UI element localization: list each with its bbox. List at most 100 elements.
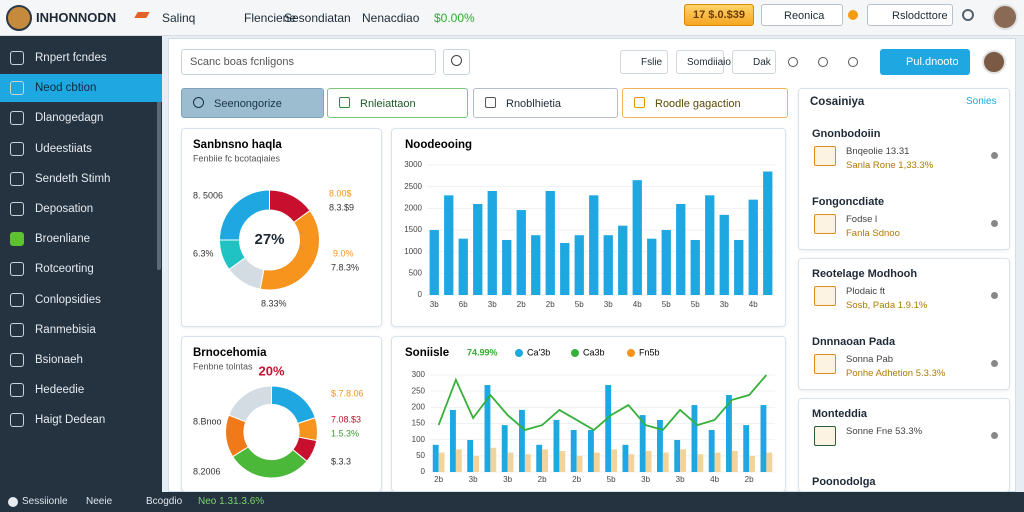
donut-label: 8.00$	[329, 188, 352, 198]
avatar[interactable]	[982, 50, 1006, 74]
search-box[interactable]	[181, 49, 436, 75]
bar	[691, 405, 698, 472]
sidebar-icon	[10, 171, 24, 186]
item-line: Plodaic ft	[846, 286, 886, 297]
bar	[570, 429, 577, 472]
bar	[690, 239, 700, 295]
sidebar-item[interactable]: Bsionaeh	[35, 354, 83, 366]
toolbar-icon[interactable]	[818, 57, 828, 67]
x-tick-label: 2b	[546, 300, 555, 309]
ticker: $0.00%	[434, 11, 475, 25]
nav-item[interactable]: Sesondiatan	[284, 11, 351, 25]
x-tick-label: 3b	[676, 475, 685, 484]
bar	[502, 239, 512, 295]
sidebar-item[interactable]: Ranmebisia	[35, 323, 96, 336]
x-tick-label: 2b	[538, 475, 547, 484]
y-tick-label: 500	[409, 268, 423, 277]
bar	[734, 239, 744, 295]
sidebar-item[interactable]: Dlanogedagn	[35, 112, 104, 125]
x-tick-label: 5b	[575, 300, 584, 309]
bar	[657, 419, 663, 472]
legend-label: Ca3b	[583, 347, 605, 357]
filter[interactable]: Seenongorize	[181, 88, 324, 118]
chart-title: Brnocehomia	[193, 347, 267, 359]
bar	[593, 452, 600, 472]
donut-label: 1.5.3%	[331, 428, 359, 438]
bar	[763, 171, 773, 295]
filter-icon	[634, 97, 645, 108]
nav-item[interactable]: Flenciene	[244, 11, 297, 25]
sidebar-item[interactable]: Conlopsidies	[35, 293, 101, 306]
toolbar-button[interactable]: Somdiiaio	[676, 50, 731, 74]
sidebar-icon	[10, 202, 24, 216]
bar	[639, 415, 646, 472]
nav-item[interactable]: Nenacdiao	[362, 11, 420, 25]
sidebar-item[interactable]: Sendeth Stimh	[35, 172, 111, 185]
legend-swatch	[515, 349, 523, 357]
bar	[749, 455, 755, 472]
item-thumb	[814, 146, 836, 166]
item-action[interactable]	[991, 152, 998, 159]
scrollbar	[157, 100, 161, 270]
bar	[574, 235, 584, 295]
sidebar-item[interactable]: Deposation	[35, 203, 94, 215]
bar	[676, 204, 686, 295]
y-tick-label: 250	[412, 386, 426, 395]
dropdown[interactable]: Rslodcttore	[867, 4, 953, 26]
x-tick-label: 2b	[434, 475, 443, 484]
x-tick-label: 4b	[710, 475, 719, 484]
filter[interactable]: Roodle gagaction	[622, 88, 788, 118]
bar	[647, 238, 657, 295]
section-title: Reotelage Modhooh	[812, 268, 918, 280]
badge[interactable]: 17 $.0.$39	[684, 4, 754, 26]
primary-button[interactable]: Pul.dnooto	[880, 49, 970, 75]
donut-segment	[228, 385, 272, 423]
item-action[interactable]	[991, 220, 998, 227]
chart: Soniisle 74.99% Ca'3b Ca3b Fn5b 0 50 100 150 200 2…	[405, 347, 775, 484]
y-tick-label: 0	[421, 467, 426, 476]
chart: Noodeooing 0 500 1000 1500 2000 2500 3000 3b 6b 3b…	[404, 139, 775, 309]
x-tick-label: 4b	[633, 300, 642, 309]
bar	[501, 425, 508, 472]
settings-icon[interactable]	[962, 9, 974, 21]
sidebar-item[interactable]: Udeestiiats	[35, 142, 92, 155]
sidebar-icon	[10, 413, 24, 428]
x-tick-label: 5b	[662, 300, 671, 309]
nav-item[interactable]: Salinq	[162, 11, 196, 25]
toolbar-button[interactable]: Fslie	[620, 50, 668, 74]
chart-subtitle: Fenbiie fc bcotaqiaies	[193, 153, 281, 163]
toolbar-button[interactable]: Dak	[732, 50, 776, 74]
bar	[743, 425, 750, 472]
y-tick-label: 200	[412, 402, 426, 411]
item-action[interactable]	[991, 292, 998, 299]
sidebar-item[interactable]: Neod cbtion	[35, 82, 97, 95]
toolbar-icon[interactable]	[788, 57, 798, 67]
sidebar-item[interactable]: Broenliane	[35, 233, 90, 246]
filter[interactable]: Rnoblhietia	[473, 88, 618, 118]
line	[437, 374, 768, 432]
item-line: Sanla Rone 1,33.3%	[846, 160, 934, 171]
donut-label: 8.33%	[261, 298, 287, 308]
x-tick-label: 3b	[488, 300, 497, 309]
sidebar-item[interactable]: Haigt Dedean	[35, 414, 106, 427]
bar	[438, 452, 445, 472]
x-tick-label: 3b	[720, 300, 729, 309]
sidebar-item[interactable]: Rnpert fcndes	[35, 52, 107, 64]
filter[interactable]: Rnleiattaon	[327, 88, 468, 118]
bar	[618, 225, 628, 295]
toolbar-icon[interactable]	[848, 57, 858, 67]
dropdown[interactable]: Reonica	[761, 4, 843, 26]
donut-label: 7.8.3%	[331, 262, 359, 272]
bar	[605, 385, 612, 472]
avatar[interactable]	[992, 4, 1018, 30]
item-action[interactable]	[991, 360, 998, 367]
chart-title: Sanbnsno haqla	[193, 139, 282, 151]
panel-link[interactable]: Sonies	[966, 96, 997, 107]
bar	[484, 385, 491, 472]
item-action[interactable]	[991, 432, 998, 439]
filter-icon	[193, 97, 204, 108]
y-tick-label: 1000	[404, 247, 422, 256]
bar	[519, 409, 525, 472]
sidebar-item[interactable]: Rotceorting	[35, 263, 94, 276]
sidebar-item[interactable]: Hedeedie	[35, 384, 85, 397]
